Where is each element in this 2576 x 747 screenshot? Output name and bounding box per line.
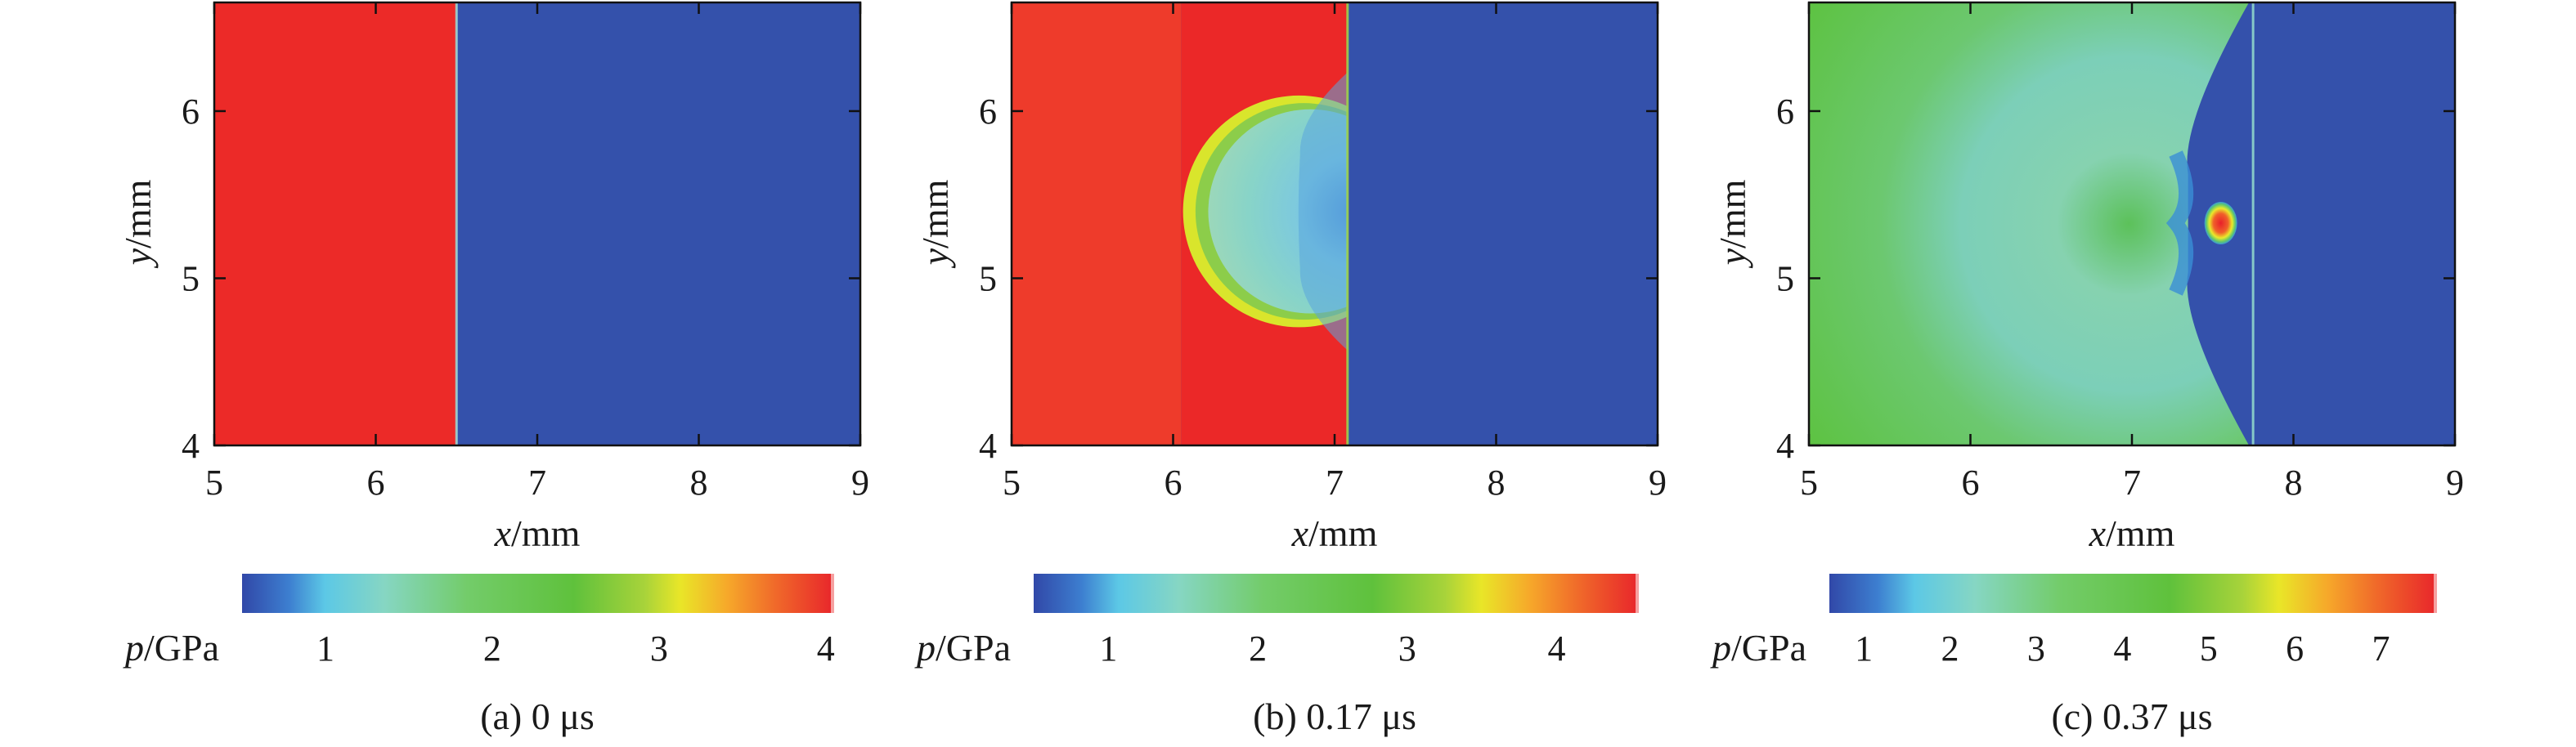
colorbar-tick-label: 3 [650,628,668,669]
jet-edge [2165,150,2194,296]
colorbar-label: p/GPa [123,627,219,669]
y-tick-label: 6 [1776,92,1794,132]
panel-caption: (b) 0.17 μs [1253,696,1416,737]
colorbar-tick-label: 3 [1398,628,1416,669]
y-tick-label: 5 [979,258,997,298]
colorbar-tick-label: 6 [2286,628,2304,669]
x-tick-label: 5 [1003,463,1021,503]
colorbar-tick-label: 1 [1855,628,1873,669]
colorbar-tick-label: 4 [2113,628,2131,669]
colorbar-tick-label: 7 [2372,628,2390,669]
y-axis-label: y/mm [117,179,159,268]
x-tick-label: 6 [367,463,385,503]
pressure-field [1012,2,1658,445]
y-tick-label: 4 [979,426,997,466]
colorbar-tick-label: 2 [1249,628,1267,669]
colorbar [242,574,834,613]
colorbar-tick-label: 4 [817,628,835,669]
x-tick-label: 9 [851,463,869,503]
colorbar-tick-label: 5 [2200,628,2218,669]
x-axis-label: x/mm [2089,512,2175,554]
colorbar-tick-label: 1 [316,628,334,669]
hotspot [2204,201,2237,244]
panel-caption: (c) 0.37 μs [2051,696,2212,737]
field-undisturbed [1347,2,1658,445]
x-tick-label: 7 [528,463,546,503]
colorbar-end [2434,574,2437,613]
y-tick-label: 5 [182,258,200,298]
y-tick-label: 4 [182,426,200,466]
panel-caption: (a) 0 μs [480,696,595,737]
x-tick-label: 6 [1165,463,1183,503]
field-region [214,2,457,445]
colorbar-tick-label: 3 [2027,628,2045,669]
colorbar-tick-label: 4 [1548,628,1566,669]
colorbar-label: p/GPa [914,627,1011,669]
x-tick-label: 9 [2446,463,2464,503]
colorbar-end [1636,574,1639,613]
x-tick-label: 6 [1962,463,1980,503]
field-region [1809,2,2254,445]
y-axis-label: y/mm [914,179,956,268]
y-tick-label: 6 [979,92,997,132]
y-tick-label: 5 [1776,258,1794,298]
x-tick-label: 5 [1800,463,1818,503]
colorbar-end [831,574,834,613]
cavity-edge [1298,72,1348,351]
x-tick-label: 9 [1649,463,1667,503]
colorbar [1829,574,2437,613]
colorbar-tick-label: 2 [483,628,501,669]
field-region [1012,2,1182,445]
x-tick-label: 7 [1326,463,1344,503]
x-tick-label: 8 [1488,463,1506,503]
x-tick-label: 5 [205,463,223,503]
y-tick-label: 6 [182,92,200,132]
x-axis-label: x/mm [1291,512,1378,554]
x-tick-label: 8 [690,463,708,503]
y-axis-label: y/mm [1712,179,1753,268]
x-tick-label: 8 [2285,463,2303,503]
colorbar [1034,574,1639,613]
y-tick-label: 4 [1776,426,1794,466]
pressure-field [1809,2,2455,445]
x-tick-label: 7 [2123,463,2141,503]
colorbar-tick-label: 2 [1941,628,1959,669]
pressure-field [214,2,860,445]
x-axis-label: x/mm [494,512,581,554]
colorbar-tick-label: 1 [1099,628,1117,669]
colorbar-label: p/GPa [1710,627,1806,669]
